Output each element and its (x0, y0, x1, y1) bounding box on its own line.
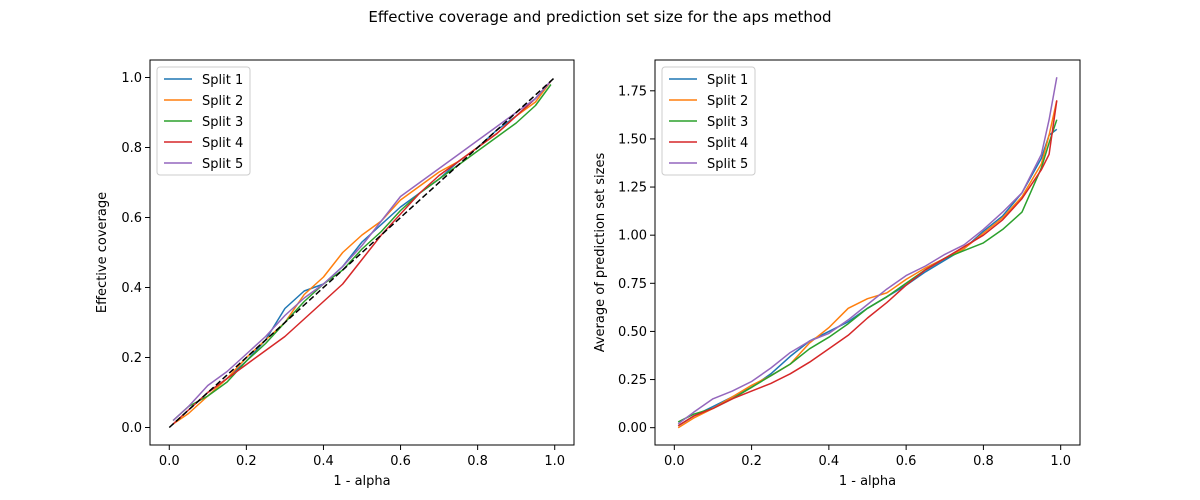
y-axis-label: Average of prediction set sizes (593, 153, 608, 353)
series-line-split-4 (172, 80, 552, 425)
legend-label: Split 5 (202, 157, 243, 172)
series-lines (677, 77, 1058, 429)
y-tick-label: 1.50 (618, 132, 647, 147)
legend: Split 1 Split 2 Split 3 Split 4 Split 5 (661, 66, 756, 176)
y-axis-label: Effective coverage (95, 192, 110, 313)
y-tick-label: 0.50 (618, 325, 647, 340)
x-tick-label: 0.0 (664, 454, 685, 469)
series-line-split-4 (677, 100, 1058, 427)
reference-diagonal-line (168, 76, 556, 429)
x-tick-label: 0.6 (390, 454, 411, 469)
y-tick-label: 0.0 (121, 421, 142, 436)
set-size-plot: 0.0 0.2 0.4 0.6 0.8 1.0 0.00 0.25 0.50 0.75 1.00 1.… (593, 59, 1081, 489)
legend-label: Split 1 (707, 73, 748, 88)
y-tick-label: 0.25 (618, 373, 647, 388)
series-line-split-3 (172, 84, 552, 422)
x-tick-label: 0.0 (159, 454, 180, 469)
legend-label: Split 2 (707, 94, 748, 109)
x-axis-label: 1 - alpha (333, 474, 390, 489)
x-tick-label: 1.0 (544, 454, 565, 469)
x-tick-label: 0.2 (236, 454, 257, 469)
y-tick-label: 1.0 (121, 71, 142, 86)
x-tick-label: 1.0 (1050, 454, 1071, 469)
axes-frame (654, 59, 1081, 446)
y-tick-label: 0.00 (618, 421, 647, 436)
x-tick-label: 0.6 (896, 454, 917, 469)
y-tick-label: 0.75 (618, 277, 647, 292)
x-axis-label: 1 - alpha (839, 474, 896, 489)
y-tick-label: 0.2 (121, 351, 142, 366)
x-tick-label: 0.8 (467, 454, 488, 469)
x-tick-label: 0.2 (741, 454, 762, 469)
x-tick-label: 0.4 (313, 454, 334, 469)
legend-label: Split 3 (202, 115, 243, 130)
y-tick-label: 0.8 (121, 141, 142, 156)
x-tick-label: 0.4 (819, 454, 840, 469)
legend-box (661, 66, 756, 176)
y-tick-label: 1.75 (618, 84, 647, 99)
series-line-split-5 (172, 80, 552, 422)
series-line-split-2 (677, 100, 1058, 429)
legend-label: Split 4 (707, 136, 748, 151)
y-tick-label: 0.6 (121, 211, 142, 226)
x-tick-label: 0.8 (973, 454, 994, 469)
y-tick-label: 0.4 (121, 281, 142, 296)
coverage-plot: 0.0 0.2 0.4 0.6 0.8 1.0 0.0 0.2 0.4 0.6 0.8 1.0 1 - … (95, 59, 575, 489)
legend-label: Split 2 (202, 94, 243, 109)
axes-frame (149, 59, 575, 446)
figure-title: Effective coverage and prediction set si… (368, 8, 831, 26)
legend: Split 1 Split 2 Split 3 Split 4 Split 5 (156, 66, 251, 176)
legend-label: Split 4 (202, 136, 243, 151)
y-tick-label: 1.00 (618, 229, 647, 244)
legend-label: Split 5 (707, 157, 748, 172)
series-line-split-3 (677, 119, 1058, 423)
series-line-split-5 (677, 77, 1058, 425)
y-tick-label: 1.25 (618, 181, 647, 196)
legend-box (156, 66, 251, 176)
legend-label: Split 1 (202, 73, 243, 88)
legend-label: Split 3 (707, 115, 748, 130)
series-lines (168, 76, 556, 429)
